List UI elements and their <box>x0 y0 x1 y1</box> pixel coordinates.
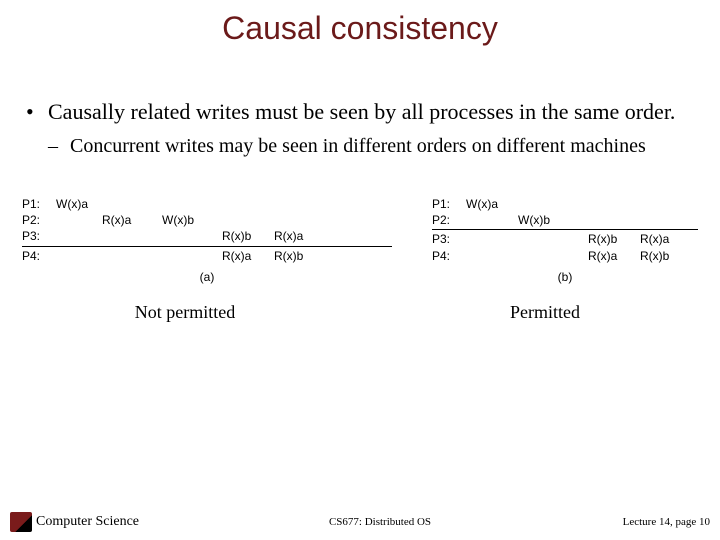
bullet-marker: • <box>20 99 48 125</box>
op-cell: R(x)a <box>274 228 326 244</box>
bullet-main-text: Causally related writes must be seen by … <box>48 99 675 125</box>
op-cell: R(x)a <box>640 231 692 247</box>
op-cell: R(x)a <box>102 212 162 228</box>
footer-left-text: Computer Science <box>36 514 139 530</box>
diagram-caption: (a) <box>22 270 392 284</box>
op-cell: R(x)b <box>222 228 274 244</box>
diagram-row: P4: R(x)aR(x)b <box>22 248 392 264</box>
diagram-caption: (b) <box>432 270 698 284</box>
diagram-row: P1:W(x)a <box>432 196 698 212</box>
caption-row: Not permitted Permitted <box>20 302 700 323</box>
diagram-b: P1:W(x)aP2: W(x)b P3: R(x)bR(x)a P4: R(x)aR(x… <box>432 196 698 284</box>
diagram-row: P3: R(x)bR(x)a <box>432 231 698 247</box>
diagram-row: P2: W(x)b <box>432 212 698 228</box>
slide-footer: Computer Science CS677: Distributed OS L… <box>0 512 720 532</box>
diagrams-row: P1:W(x)aP2:R(x)aW(x)bP3:R(x)bR(x)aP4:R(x… <box>20 196 700 284</box>
bullet-main: • Causally related writes must be seen b… <box>20 99 700 125</box>
title-text: Causal consistency <box>222 10 498 46</box>
op-cell: R(x)b <box>640 248 692 264</box>
caption-not-permitted: Not permitted <box>20 302 390 323</box>
op-cell: R(x)a <box>588 248 640 264</box>
slide-content: • Causally related writes must be seen b… <box>0 99 720 323</box>
bullet-sub-text: Concurrent writes may be seen in differe… <box>70 135 646 158</box>
diagram-divider <box>432 229 698 230</box>
op-cell: R(x)b <box>588 231 640 247</box>
op-cell: W(x)a <box>466 196 518 212</box>
op-cell: W(x)b <box>518 212 588 228</box>
op-cell: W(x)a <box>56 196 102 212</box>
op-cell: W(x)b <box>162 212 222 228</box>
op-cell: R(x)b <box>274 248 326 264</box>
bullet-sub-marker: – <box>48 135 70 158</box>
caption-permitted: Permitted <box>390 302 700 323</box>
footer-mid: CS677: Distributed OS <box>200 516 560 528</box>
process-label: P3: <box>22 228 56 244</box>
process-label: P4: <box>432 248 466 264</box>
process-label: P4: <box>22 248 56 264</box>
process-label: P2: <box>22 212 56 228</box>
footer-left: Computer Science <box>0 512 200 532</box>
process-label: P3: <box>432 231 466 247</box>
bullet-sub: – Concurrent writes may be seen in diffe… <box>20 135 700 158</box>
slide-title: Causal consistency <box>0 0 720 47</box>
process-label: P1: <box>22 196 56 212</box>
diagram-row: P2: R(x)aW(x)b <box>22 212 392 228</box>
diagram-row: P3: R(x)bR(x)a <box>22 228 392 244</box>
op-cell: R(x)a <box>222 248 274 264</box>
footer-right: Lecture 14, page 10 <box>560 516 720 528</box>
diagram-row: P1:W(x)a <box>22 196 392 212</box>
diagram-row: P4: R(x)aR(x)b <box>432 248 698 264</box>
umass-logo-icon <box>10 512 32 532</box>
process-label: P1: <box>432 196 466 212</box>
process-label: P2: <box>432 212 466 228</box>
diagram-divider <box>22 246 392 247</box>
diagram-a: P1:W(x)aP2:R(x)aW(x)bP3:R(x)bR(x)aP4:R(x… <box>22 196 392 284</box>
